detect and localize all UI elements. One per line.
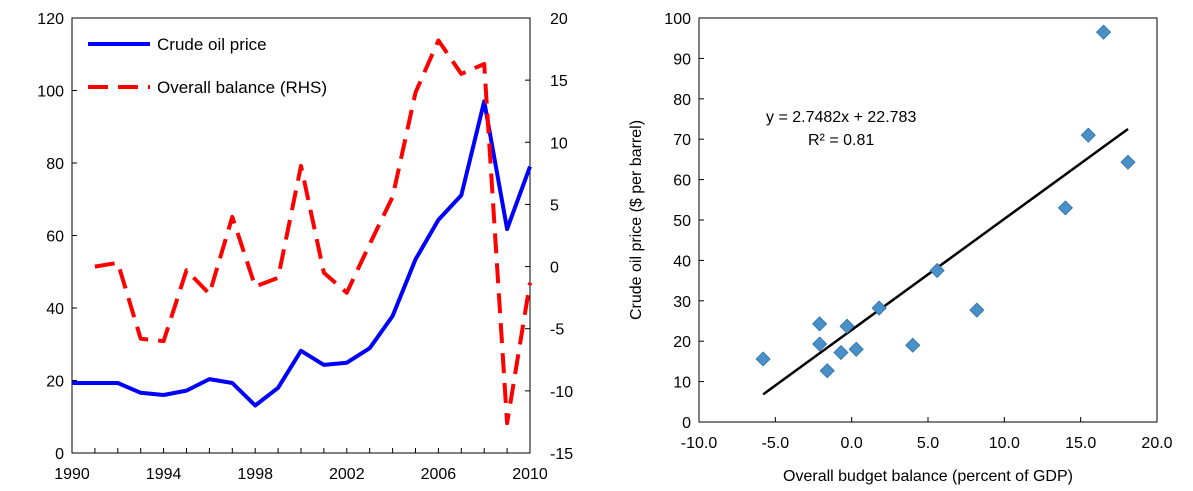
left-y2-tick-label: 0	[550, 260, 559, 277]
legend-label-crude-oil: Crude oil price	[157, 35, 267, 54]
right-y-axis: 0 10 20 30 40 50 60 70 80 90 100	[664, 11, 704, 432]
left-y-tick-label: 0	[55, 446, 64, 463]
right-y-tick-label: 80	[673, 92, 691, 109]
right-y-tick-label: 90	[673, 51, 691, 68]
series-line-overall-balance	[94, 38, 532, 426]
left-x-tick-label: 1990	[54, 466, 90, 483]
scatter-point	[1057, 200, 1073, 216]
right-chart: 0 10 20 30 40 50 60 70 80 90 100 -10.0 -5.0 0.0 5.0 10…	[628, 11, 1173, 485]
left-y2-tick-label: 20	[550, 11, 568, 28]
right-x-tick-label: 15.0	[1065, 435, 1096, 452]
left-y2-tick-label: 15	[550, 73, 568, 90]
scatter-point	[812, 336, 828, 352]
scatter-point	[812, 316, 828, 332]
left-y-tick-label: 60	[46, 229, 64, 246]
right-y-tick-label: 40	[673, 253, 691, 270]
scatter-point	[1096, 24, 1112, 40]
scatter-point	[819, 363, 835, 379]
trendline-equation: y = 2.7482x + 22.783	[766, 109, 916, 126]
right-x-tick-label: 20.0	[1141, 435, 1172, 452]
left-x-tick-label: 2002	[329, 466, 365, 483]
left-y-tick-label: 100	[37, 84, 64, 101]
right-x-tick-label: -5.0	[762, 435, 790, 452]
right-y-tick-label: 70	[673, 132, 691, 149]
scatter-point	[929, 262, 945, 279]
right-x-tick-label: 5.0	[917, 435, 939, 452]
scatter-point	[833, 344, 849, 361]
left-y2-tick-label: -5	[550, 322, 564, 339]
scatter-point	[839, 318, 855, 334]
left-x-tick-label: 2010	[512, 466, 548, 483]
right-y-tick-label: 10	[673, 375, 691, 392]
right-y-axis-title: Crude oil price ($ per barrel)	[628, 120, 645, 320]
left-y-tick-label: 20	[46, 374, 64, 391]
right-y-tick-label: 20	[673, 334, 691, 351]
right-y-tick-label: 50	[673, 213, 691, 230]
left-x-axis: 1990 1994 1998 2002 2006 2010	[54, 448, 548, 483]
right-y-tick-label: 0	[682, 415, 691, 432]
trendline	[762, 127, 1129, 396]
left-series-group	[72, 38, 532, 426]
right-y-tick-label: 60	[673, 173, 691, 190]
legend: Crude oil price Overall balance (RHS)	[88, 35, 327, 97]
scatter-point	[969, 302, 985, 318]
left-y2-tick-label: -15	[550, 446, 573, 463]
left-y2-tick-label: 10	[550, 135, 568, 152]
right-x-tick-label: 10.0	[989, 435, 1020, 452]
left-y-tick-label: 40	[46, 301, 64, 318]
right-y-tick-label: 30	[673, 294, 691, 311]
legend-label-overall-balance: Overall balance (RHS)	[157, 78, 327, 97]
right-y-tick-label: 100	[664, 11, 691, 28]
scatter-point	[1120, 154, 1136, 170]
right-x-axis-title: Overall budget balance (percent of GDP)	[783, 468, 1073, 485]
left-y-tick-label: 120	[37, 11, 64, 28]
left-y2-axis: -15 -10 -5 0 5 10 15 20	[525, 11, 573, 463]
trendline-r-squared: R² = 0.81	[808, 132, 874, 149]
left-y2-tick-label: -10	[550, 384, 573, 401]
series-line-crude-oil-price	[72, 99, 532, 408]
scatter-points-group	[755, 24, 1136, 379]
scatter-point	[1080, 127, 1096, 143]
left-x-tick-label: 1998	[237, 466, 273, 483]
scatter-point	[905, 337, 921, 353]
trendline-group	[762, 127, 1129, 396]
left-y2-tick-label: 5	[550, 197, 559, 214]
scatter-point	[871, 300, 887, 316]
left-x-tick-label: 2006	[421, 466, 457, 483]
right-x-axis: -10.0 -5.0 0.0 5.0 10.0 15.0 20.0	[681, 417, 1173, 452]
scatter-point	[848, 341, 864, 357]
left-y-axis: 0 20 40 60 80 100 120	[37, 11, 77, 463]
left-y-tick-label: 80	[46, 156, 64, 173]
right-x-tick-label: 0.0	[841, 435, 863, 452]
left-x-tick-label: 1994	[146, 466, 182, 483]
scatter-point	[755, 351, 771, 367]
right-x-tick-label: -10.0	[681, 435, 718, 452]
